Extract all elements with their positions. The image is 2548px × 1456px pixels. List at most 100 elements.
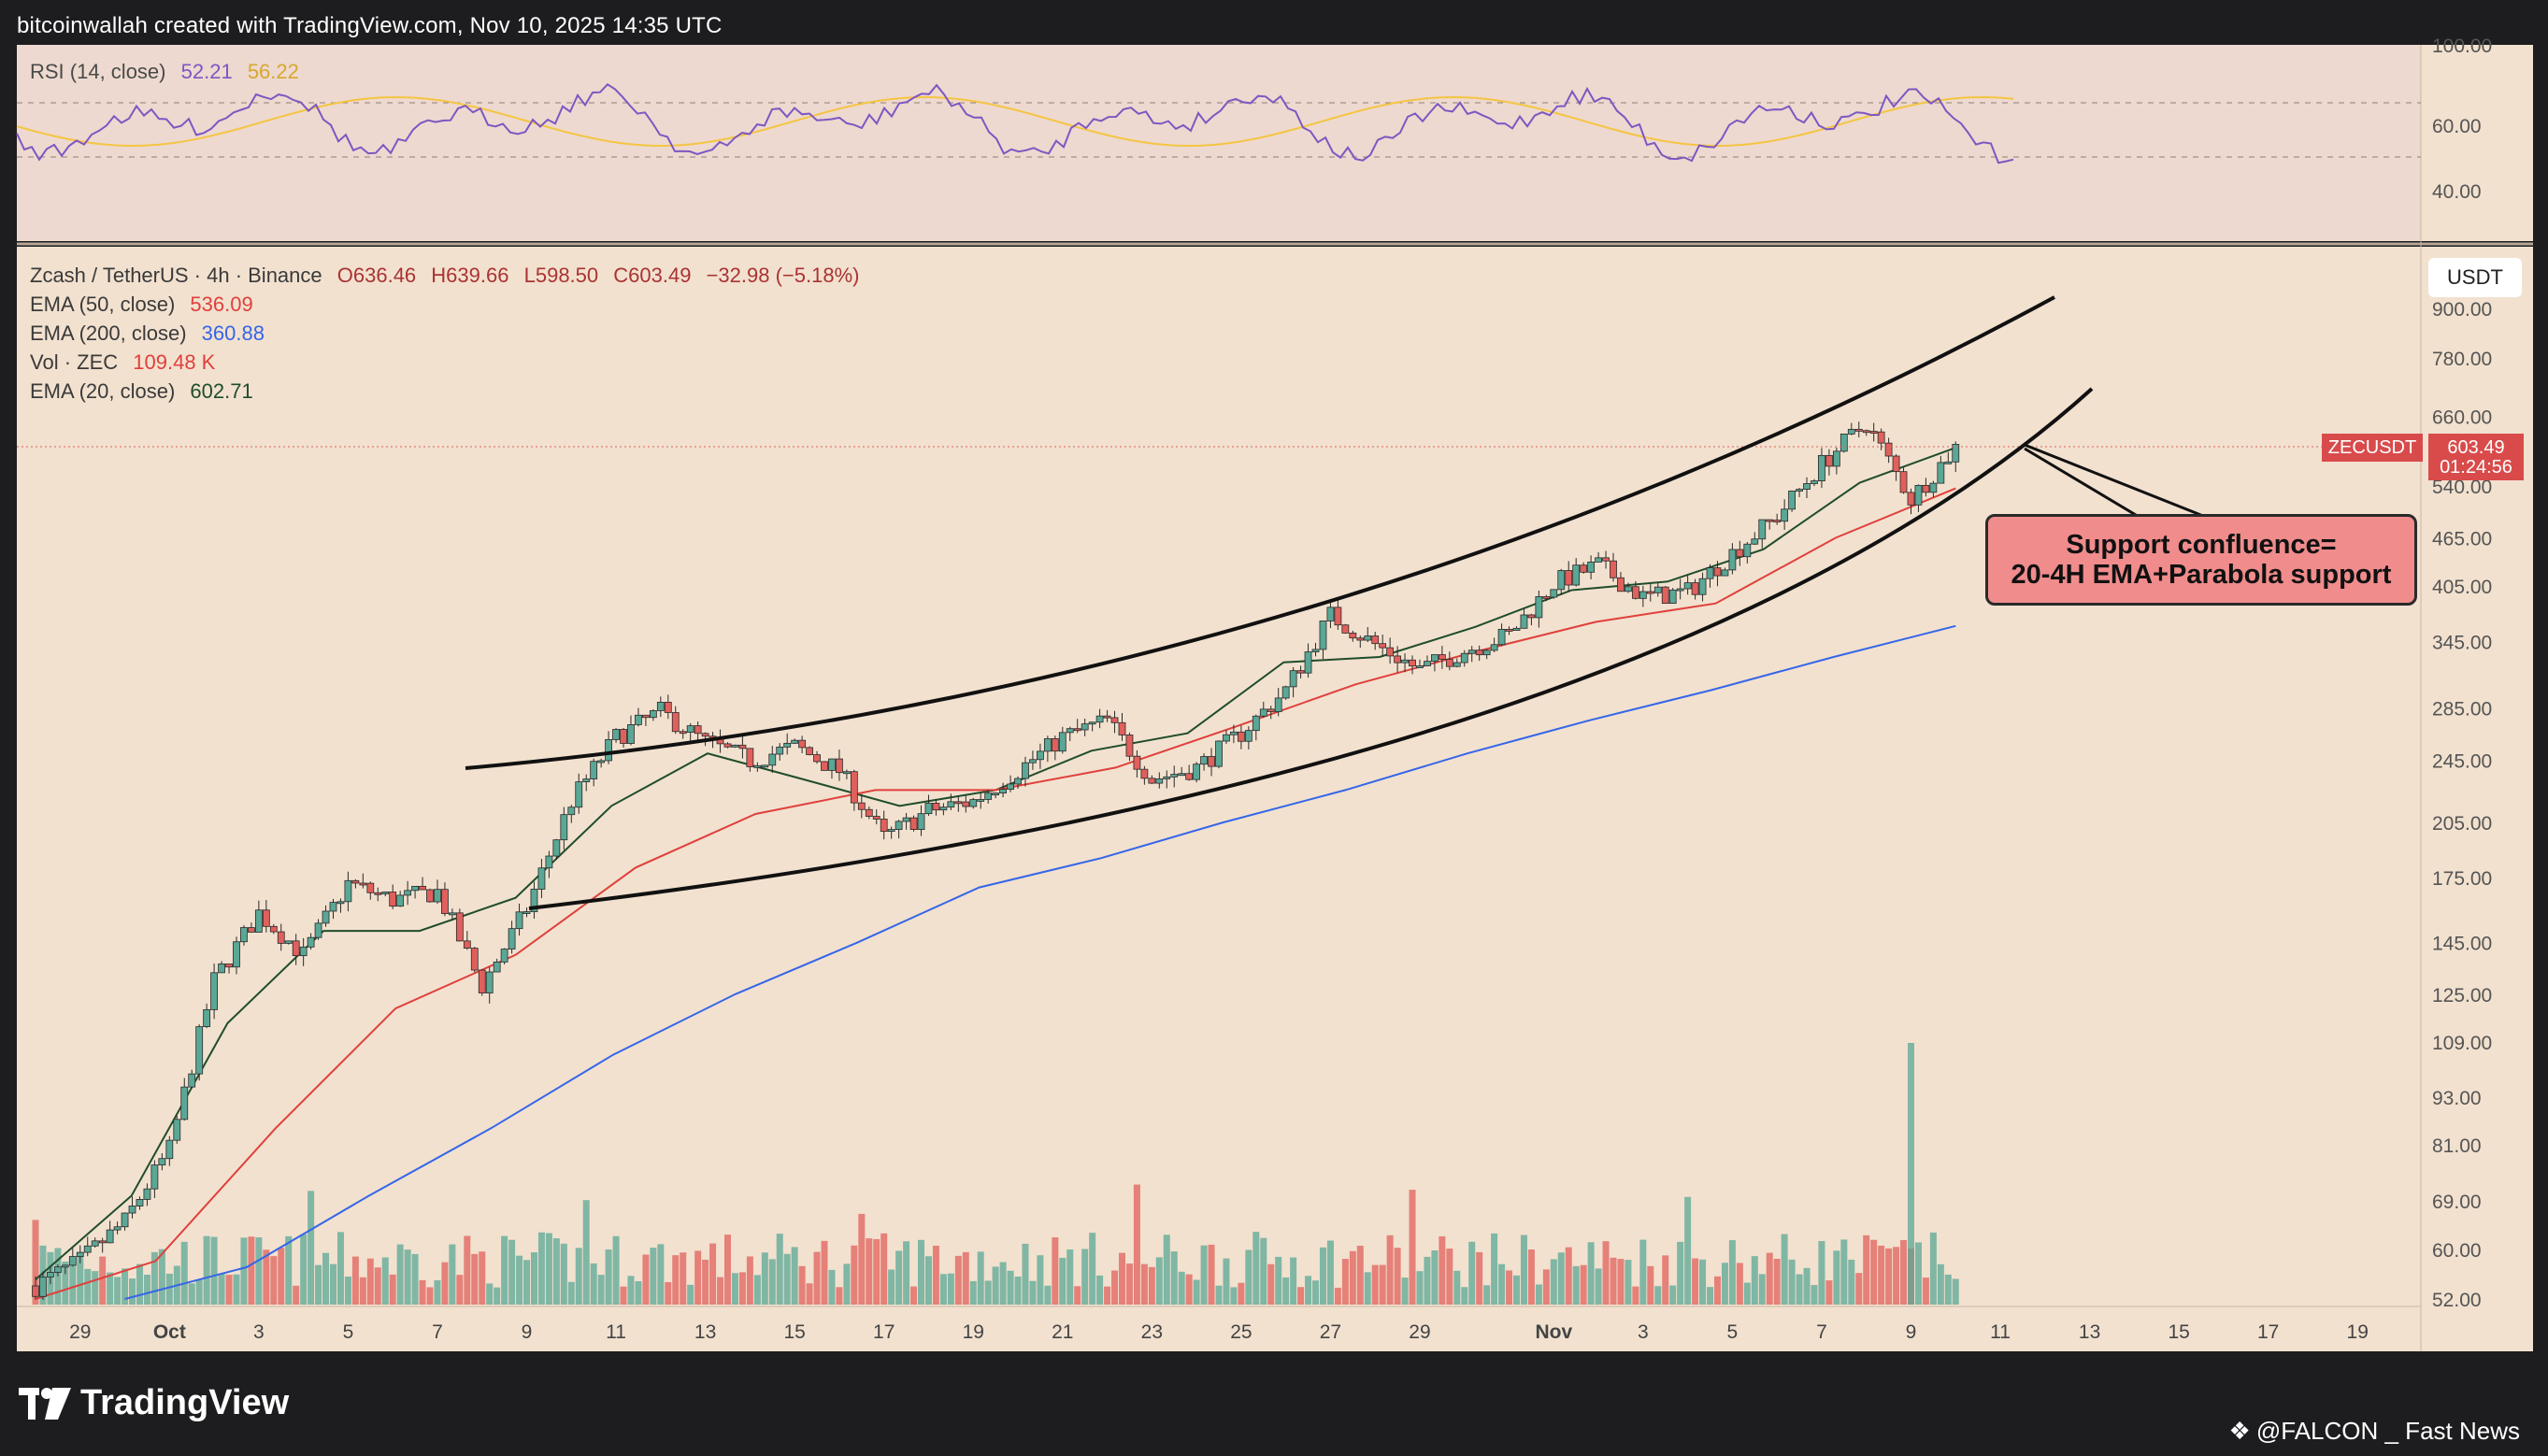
- candle-body: [694, 725, 702, 735]
- volume-bar: [1922, 1278, 1929, 1305]
- volume-bar: [366, 1258, 374, 1305]
- candle-body: [158, 1158, 166, 1166]
- ema20-legend[interactable]: EMA (20, close) 602.71: [30, 379, 263, 404]
- candle-body: [746, 748, 754, 767]
- volume-bar: [969, 1280, 977, 1305]
- symbol-legend: Zcash / TetherUS · 4h · Binance O636.46 …: [30, 264, 868, 288]
- ema200-value: 360.88: [201, 321, 265, 345]
- candle-body: [1051, 738, 1059, 752]
- parabola-upper-line[interactable]: [465, 295, 2055, 770]
- time-axis-tick-label: 5: [343, 1321, 354, 1343]
- volume-bar: [1550, 1259, 1557, 1305]
- volume-bar: [1349, 1250, 1356, 1305]
- support-annotation[interactable]: Support confluence= 20-4H EMA+Parabola s…: [1985, 514, 2417, 606]
- volume-bar: [122, 1268, 129, 1305]
- candle-body: [411, 885, 419, 892]
- price-axis-tick-label: 93.00: [2432, 1088, 2482, 1109]
- candle-body: [1758, 519, 1767, 540]
- volume-bar: [680, 1252, 687, 1305]
- ema200-legend[interactable]: EMA (200, close) 360.88: [30, 321, 274, 346]
- volume-bar: [1818, 1240, 1825, 1305]
- candle-body: [1296, 670, 1305, 674]
- candle-body: [962, 801, 970, 807]
- parabola-lower-line[interactable]: [528, 387, 2094, 910]
- volume-bar: [1416, 1271, 1424, 1305]
- time-axis-tick-label: 11: [606, 1321, 626, 1343]
- volume-bar: [248, 1236, 255, 1305]
- volume-bar: [910, 1286, 918, 1305]
- volume-bar: [1952, 1278, 1959, 1305]
- candle-body: [262, 909, 270, 927]
- volume-bar: [1684, 1196, 1692, 1305]
- volume-legend[interactable]: Vol · ZEC 109.48 K: [30, 350, 224, 375]
- volume-bar: [1453, 1270, 1461, 1305]
- volume-bar: [1825, 1280, 1833, 1305]
- volume-bar: [999, 1262, 1007, 1305]
- volume-bar: [954, 1255, 962, 1305]
- candle-body: [314, 922, 322, 938]
- volume-bar: [1617, 1259, 1625, 1305]
- volume-bar: [449, 1244, 456, 1305]
- volume-bar: [731, 1273, 738, 1305]
- volume-bar: [753, 1275, 761, 1305]
- volume-bar: [1297, 1287, 1305, 1305]
- volume-bar: [1319, 1247, 1326, 1305]
- volume-bar: [1527, 1249, 1535, 1305]
- candle-body: [977, 799, 985, 802]
- price-axis-tick-label: 81.00: [2432, 1135, 2482, 1157]
- candle-body: [500, 949, 508, 963]
- volume-bar: [552, 1238, 560, 1305]
- candle-body: [567, 807, 576, 816]
- candle-body: [1081, 723, 1089, 731]
- volume-bar: [642, 1254, 650, 1305]
- volume-bar: [1461, 1287, 1468, 1305]
- candle-body: [441, 889, 449, 914]
- volume-bar: [1677, 1241, 1684, 1305]
- volume-bar: [1483, 1285, 1491, 1305]
- candle-body: [195, 1026, 204, 1075]
- currency-unit-button[interactable]: USDT: [2428, 258, 2522, 297]
- candle-body: [1424, 661, 1431, 666]
- volume-bar: [479, 1251, 486, 1305]
- candle-body: [1022, 762, 1029, 779]
- volume-bar: [1089, 1233, 1096, 1305]
- candle-body: [1706, 567, 1714, 579]
- candle-body: [1929, 482, 1938, 493]
- time-axis-tick-label: 21: [1052, 1321, 1073, 1343]
- volume-bar: [1305, 1276, 1312, 1305]
- candle-body: [1304, 651, 1312, 674]
- volume-bar: [143, 1275, 150, 1305]
- candle-body: [1721, 569, 1729, 577]
- candle-body: [329, 902, 337, 912]
- candle-body: [1170, 774, 1179, 778]
- candle-body: [1907, 492, 1915, 506]
- source-credit-text: @FALCON _ Fast News: [2255, 1417, 2520, 1445]
- candle-body: [1416, 665, 1424, 668]
- volume-bar: [441, 1262, 449, 1305]
- tradingview-logo: TradingView: [19, 1383, 289, 1423]
- candle-body: [783, 742, 792, 748]
- rsi-lines: [16, 83, 2014, 164]
- annotation-line-1: Support confluence=: [2066, 530, 2337, 560]
- candle-body: [1185, 773, 1194, 780]
- ema50-legend[interactable]: EMA (50, close) 536.09: [30, 293, 263, 317]
- volume-bar: [1439, 1235, 1446, 1305]
- candle-body: [530, 889, 538, 912]
- axis-corner: [2421, 1306, 2533, 1351]
- volume-bar: [508, 1239, 516, 1305]
- rsi-axis: 100.00 60.00 40.00: [2432, 36, 2492, 203]
- volume-bar: [523, 1260, 531, 1305]
- volume-bar: [1424, 1256, 1431, 1305]
- candle-body: [210, 972, 218, 1010]
- volume-bar: [434, 1279, 441, 1305]
- candle-body: [1497, 628, 1506, 646]
- candle-body: [1542, 596, 1551, 599]
- volume-bar: [322, 1252, 330, 1305]
- candle-body: [1095, 715, 1104, 723]
- candle-body: [1349, 633, 1357, 639]
- candle-body: [374, 892, 382, 895]
- volume-bar: [1170, 1251, 1178, 1305]
- volume-bar: [918, 1239, 925, 1305]
- candle-body: [1029, 759, 1037, 764]
